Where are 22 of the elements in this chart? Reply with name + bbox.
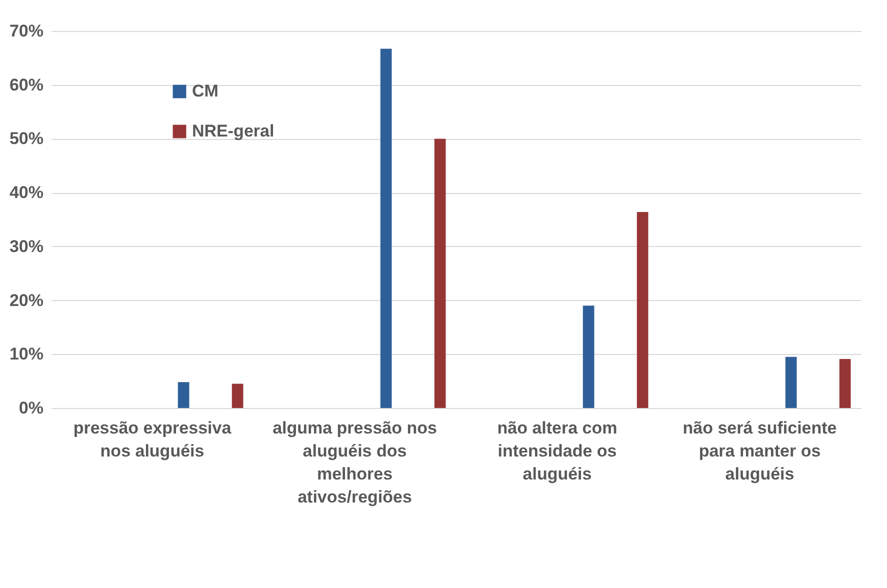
bar <box>636 212 648 408</box>
y-tick-label: 20% <box>9 290 44 310</box>
bar <box>785 356 797 408</box>
legend-label: NRE-geral <box>192 122 274 140</box>
x-tick-label: alguma pressão nos aluguéis dos melhores ativos/regiões <box>272 418 437 506</box>
y-tick-label: 40% <box>9 183 44 202</box>
y-tick-label: 50% <box>9 129 44 148</box>
bar <box>380 48 392 408</box>
x-tick-label: pressão expressiva nos aluguéis <box>73 418 232 460</box>
y-tick-label: 30% <box>9 236 44 256</box>
legend-label: CM <box>192 82 218 100</box>
bar <box>582 306 594 408</box>
y-tick-label: 70% <box>9 22 44 40</box>
y-tick-label: 0% <box>18 398 44 418</box>
x-tick-label: não será suficiente para manter os aluguéis <box>682 418 837 484</box>
x-tick-label: não altera com intensidade os aluguéis <box>497 418 618 484</box>
bar <box>434 138 446 408</box>
bar <box>839 358 851 408</box>
y-tick-label: 60% <box>9 75 44 94</box>
y-tick-label: 10% <box>9 344 44 364</box>
bar <box>232 384 244 408</box>
bar <box>178 382 190 408</box>
